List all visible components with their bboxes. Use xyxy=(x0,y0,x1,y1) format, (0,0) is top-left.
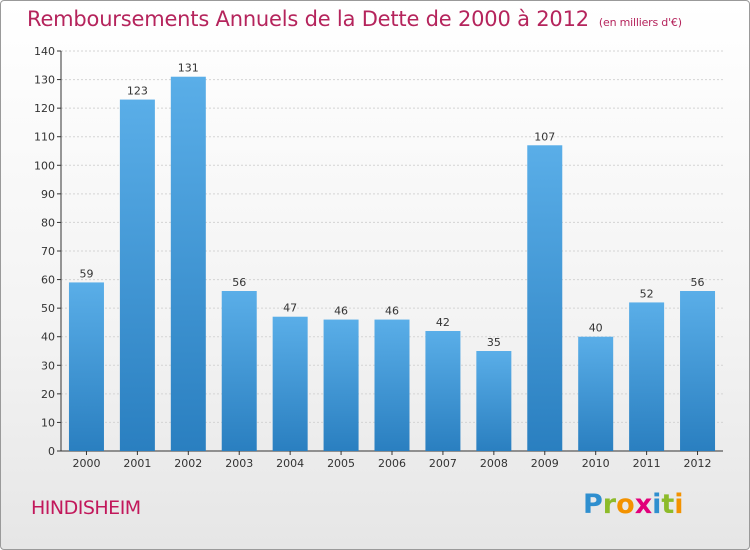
data-label: 35 xyxy=(487,336,501,349)
y-tick-label: 0 xyxy=(48,445,55,458)
y-tick-label: 10 xyxy=(41,416,55,429)
logo-letter: o xyxy=(616,489,635,520)
x-tick-label: 2001 xyxy=(123,457,151,470)
bar xyxy=(680,291,716,451)
y-tick-label: 80 xyxy=(41,216,55,229)
y-tick-label: 100 xyxy=(34,159,55,172)
x-tick-label: 2010 xyxy=(582,457,610,470)
bar xyxy=(272,316,308,451)
x-tick-label: 2005 xyxy=(327,457,355,470)
y-tick-label: 50 xyxy=(41,302,55,315)
bar xyxy=(68,282,104,451)
x-tick-label: 2011 xyxy=(633,457,661,470)
y-tick-label: 70 xyxy=(41,245,55,258)
chart-title-text: Remboursements Annuels de la Dette de 20… xyxy=(27,7,589,31)
logo-letter: t xyxy=(661,489,675,520)
y-tick-label: 20 xyxy=(41,388,55,401)
y-tick-label: 90 xyxy=(41,188,55,201)
bar xyxy=(119,99,155,452)
city-name: HINDISHEIM xyxy=(31,497,141,519)
bar xyxy=(323,319,359,451)
bar xyxy=(221,291,257,451)
data-label: 56 xyxy=(691,276,705,289)
data-label: 46 xyxy=(385,305,399,318)
x-tick-label: 2006 xyxy=(378,457,406,470)
logo-letter: r xyxy=(602,489,617,520)
data-label: 56 xyxy=(232,276,246,289)
data-label: 123 xyxy=(127,85,148,98)
y-tick-label: 120 xyxy=(34,102,55,115)
chart-subtitle: (en milliers d'€) xyxy=(598,16,682,29)
bar xyxy=(170,76,206,451)
logo-letter: P xyxy=(583,489,603,520)
y-tick-label: 140 xyxy=(34,45,55,58)
y-tick-labels: 0 10 20 30 40 50 60 70 80 90 100 110 120 130 140 xyxy=(34,45,55,458)
data-label: 46 xyxy=(334,305,348,318)
bar xyxy=(476,351,512,451)
logo-letter: i xyxy=(652,489,662,520)
proxiti-logo: Proxiti xyxy=(583,489,684,520)
x-tick-label: 2012 xyxy=(684,457,712,470)
x-tick-label: 2007 xyxy=(429,457,457,470)
bar xyxy=(578,336,614,451)
x-tick-label: 2008 xyxy=(480,457,508,470)
bars xyxy=(68,76,716,452)
data-label: 131 xyxy=(178,62,199,75)
chart-title: Remboursements Annuels de la Dette de 20… xyxy=(27,7,682,31)
x-tick-label: 2004 xyxy=(276,457,304,470)
bar xyxy=(374,319,410,451)
data-label: 52 xyxy=(640,287,654,300)
bar xyxy=(425,331,461,451)
logo-letter: x xyxy=(634,489,653,520)
x-tick-labels: 2000 2001 2002 2003 2004 2005 2006 2007 2008 2009… xyxy=(72,457,711,470)
logo-letter: i xyxy=(674,489,684,520)
bar xyxy=(527,145,563,452)
data-label: 40 xyxy=(589,322,603,335)
y-tick-label: 60 xyxy=(41,274,55,287)
data-label: 59 xyxy=(79,267,93,280)
bar xyxy=(629,302,665,451)
y-tick-label: 30 xyxy=(41,359,55,372)
x-tick-label: 2009 xyxy=(531,457,559,470)
data-label: 42 xyxy=(436,316,450,329)
data-labels: 59 123 131 56 47 46 46 42 35 107 40 52 56 xyxy=(79,62,704,349)
y-tick-label: 130 xyxy=(34,74,55,87)
data-label: 47 xyxy=(283,302,297,315)
y-tick-label: 40 xyxy=(41,331,55,344)
x-tick-label: 2000 xyxy=(72,457,100,470)
data-label: 107 xyxy=(534,130,555,143)
y-tick-label: 110 xyxy=(34,131,55,144)
x-tick-label: 2002 xyxy=(174,457,202,470)
x-tick-label: 2003 xyxy=(225,457,253,470)
